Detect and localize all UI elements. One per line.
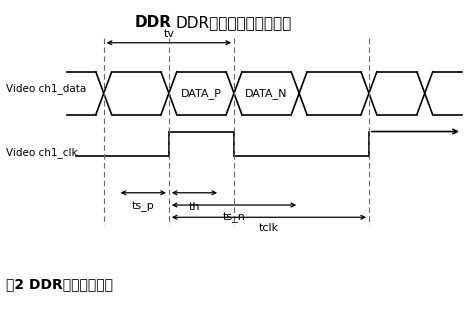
Text: 图2 DDR输入的时序图: 图2 DDR输入的时序图: [6, 277, 113, 291]
Text: DDR源同步数据输入时序: DDR源同步数据输入时序: [176, 15, 292, 30]
Text: DDR: DDR: [135, 15, 172, 30]
Text: DATA_N: DATA_N: [245, 88, 288, 99]
Text: Video ch1_data: Video ch1_data: [6, 83, 86, 94]
Text: th: th: [189, 202, 200, 212]
Text: DATA_P: DATA_P: [181, 88, 222, 99]
Text: tv: tv: [163, 29, 175, 39]
Text: ts_n: ts_n: [223, 213, 245, 223]
Text: ts_p: ts_p: [132, 202, 154, 212]
Text: Video ch1_clk: Video ch1_clk: [6, 147, 78, 159]
Text: tclk: tclk: [259, 223, 279, 233]
